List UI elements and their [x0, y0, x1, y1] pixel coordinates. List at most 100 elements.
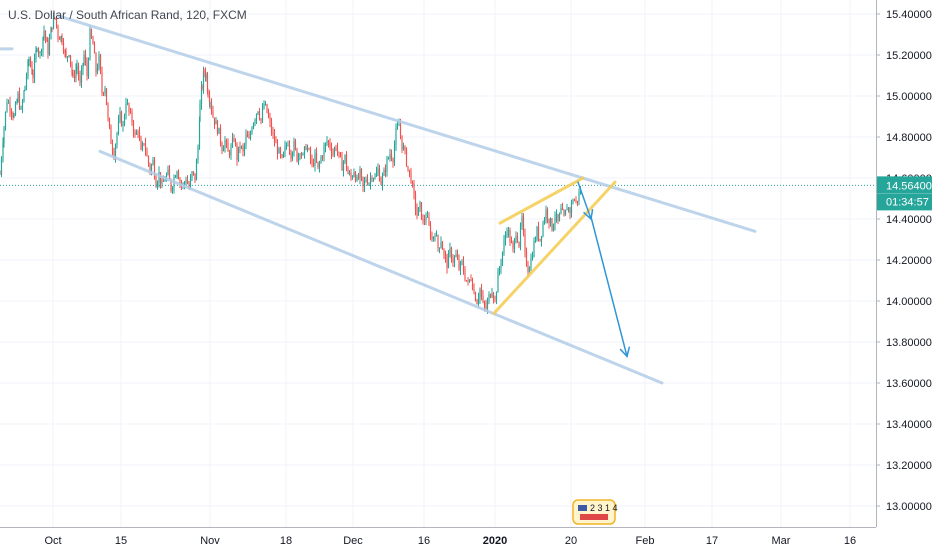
candle: [213, 117, 216, 129]
candle: [57, 24, 59, 43]
candle: [294, 138, 297, 151]
candle: [73, 69, 76, 83]
candle: [362, 176, 364, 192]
candle: [82, 62, 84, 76]
candle: [221, 141, 223, 155]
candle: [383, 167, 385, 176]
candle: [558, 212, 561, 222]
candle: [345, 151, 348, 172]
candle: [381, 172, 384, 191]
candle: [576, 200, 579, 207]
candle: [557, 213, 559, 225]
candle: [416, 203, 418, 220]
candle: [542, 220, 544, 238]
candle: [152, 156, 154, 166]
y-tick-label: 13.40000: [886, 419, 932, 431]
candle: [64, 49, 66, 58]
candle: [545, 205, 547, 224]
candle: [441, 240, 444, 250]
arrow-long[interactable]: [590, 216, 628, 358]
candle: [432, 236, 435, 242]
lower-channel-line[interactable]: [98, 149, 664, 385]
candle: [315, 147, 318, 163]
candle: [13, 113, 15, 119]
candle: [312, 158, 315, 168]
candle: [18, 87, 21, 110]
candle: [83, 50, 85, 66]
candle: [89, 25, 91, 61]
candle: [351, 175, 354, 180]
candle: [507, 226, 510, 238]
candle: [35, 45, 37, 63]
candle: [392, 157, 394, 168]
candle: [84, 49, 87, 66]
candle: [227, 138, 229, 152]
candle: [173, 174, 175, 194]
candle: [306, 144, 309, 153]
candle: [209, 101, 211, 109]
x-tick-label: Mar: [772, 535, 791, 547]
candle: [536, 225, 538, 242]
candle: [135, 129, 138, 136]
candle: [47, 37, 49, 59]
candle: [276, 139, 279, 160]
candle: [321, 154, 324, 162]
candle: [560, 203, 562, 215]
candle: [426, 210, 429, 218]
candle: [132, 119, 135, 138]
candle: [471, 277, 474, 291]
candle: [191, 170, 193, 181]
candle: [387, 156, 390, 160]
candle: [534, 236, 537, 243]
candle: [282, 151, 285, 159]
candle: [537, 221, 540, 242]
candle: [338, 151, 340, 159]
candle: [468, 279, 471, 283]
upper-channel-line[interactable]: [57, 14, 757, 233]
candle: [176, 170, 178, 180]
candle: [233, 134, 235, 143]
wedge-lower-line[interactable]: [492, 180, 617, 315]
candle: [0, 156, 3, 178]
candle: [129, 107, 132, 114]
candle: [125, 97, 127, 120]
candle: [107, 102, 109, 122]
candle: [360, 168, 363, 182]
arrow-short[interactable]: [577, 181, 592, 220]
candle: [386, 155, 388, 177]
candle: [224, 136, 226, 153]
candle: [120, 110, 123, 127]
candle: [201, 84, 203, 91]
candle: [444, 250, 447, 263]
candle: [255, 113, 258, 125]
candle: [323, 142, 325, 162]
candle: [467, 277, 469, 286]
candle: [509, 227, 511, 247]
wedge-upper-line[interactable]: [498, 176, 585, 225]
candle: [102, 91, 105, 97]
candle: [335, 145, 337, 152]
candle: [290, 149, 292, 163]
candle: [42, 36, 44, 57]
candle: [92, 35, 94, 45]
candle: [378, 164, 381, 182]
candle: [546, 207, 549, 224]
candle: [218, 127, 220, 134]
x-tick-label: 2020: [483, 535, 507, 547]
grid: [0, 0, 876, 527]
candle: [44, 30, 47, 44]
candle: [524, 228, 526, 258]
candle: [513, 237, 516, 254]
candle: [234, 138, 237, 147]
candle: [207, 88, 209, 98]
y-tick-label: 13.00000: [886, 501, 932, 513]
candle: [555, 209, 558, 223]
candle: [498, 266, 501, 276]
candles: [0, 12, 582, 314]
candle: [309, 146, 312, 165]
candle: [119, 106, 121, 124]
events-badge[interactable]: 2 3 1 4: [572, 499, 618, 525]
candle: [248, 131, 250, 139]
candle: [95, 52, 97, 77]
